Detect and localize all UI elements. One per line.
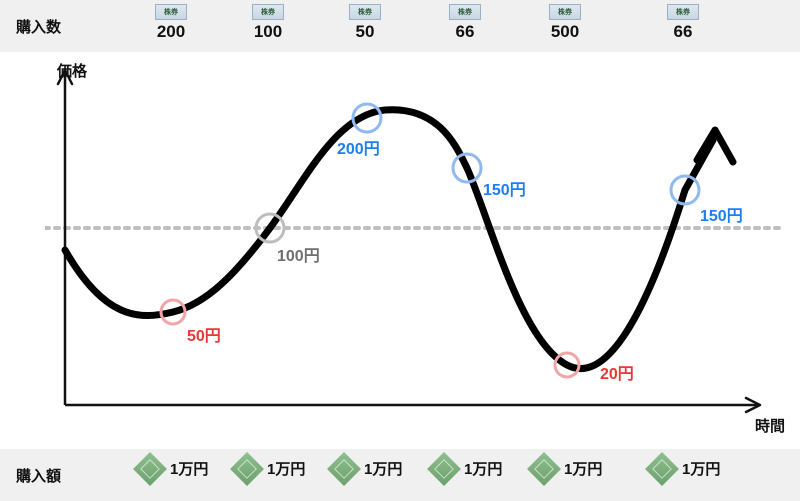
bottom-column: 1万円 (432, 457, 502, 479)
cash-icon (527, 452, 561, 486)
price-point-label: 150円 (700, 202, 743, 226)
ticket-icon (252, 4, 284, 20)
price-point-label: 100円 (277, 242, 320, 266)
cash-icon (645, 452, 679, 486)
cash-icon (230, 452, 264, 486)
bottom-column: 1万円 (650, 457, 720, 479)
cash-icon (133, 452, 167, 486)
x-axis-label: 時間 (755, 415, 785, 436)
purchase-count-value: 200 (157, 22, 185, 42)
figure-root: 購入数 200100506650066 価格 時間 50円100円200円150… (0, 0, 800, 501)
purchase-amount-value: 1万円 (464, 458, 502, 479)
ticket-icon (349, 4, 381, 20)
bottom-band: 購入額 1万円 1万円 1万円 1万円 1万円 1万円 (0, 449, 800, 501)
purchase-amount-value: 1万円 (364, 458, 402, 479)
ticket-icon (449, 4, 481, 20)
top-band: 購入数 200 100 50 66 500 66 (0, 0, 800, 52)
top-column: 50 (349, 4, 381, 42)
chart-svg (45, 60, 785, 430)
ticket-icon (549, 4, 581, 20)
purchase-count-value: 66 (674, 22, 693, 42)
purchase-count-value: 50 (356, 22, 375, 42)
top-column: 500 (549, 4, 581, 42)
bottom-column: 1万円 (138, 457, 208, 479)
top-column: 100 (252, 4, 284, 42)
purchase-amount-label: 購入額 (16, 465, 61, 486)
purchase-count-label: 購入数 (16, 16, 61, 37)
price-point-label: 20円 (600, 360, 634, 384)
price-point-label: 150円 (483, 176, 526, 200)
cash-icon (327, 452, 361, 486)
top-column: 66 (449, 4, 481, 42)
ticket-icon (667, 4, 699, 20)
top-column: 200 (155, 4, 187, 42)
purchase-amount-value: 1万円 (170, 458, 208, 479)
purchase-amount-value: 1万円 (682, 458, 720, 479)
purchase-count-value: 500 (551, 22, 579, 42)
top-column: 66 (667, 4, 699, 42)
purchase-count-value: 100 (254, 22, 282, 42)
bottom-column: 1万円 (532, 457, 602, 479)
bottom-column: 1万円 (235, 457, 305, 479)
ticket-icon (155, 4, 187, 20)
price-point-label: 200円 (337, 135, 380, 159)
bottom-column: 1万円 (332, 457, 402, 479)
price-point-label: 50円 (187, 322, 221, 346)
purchase-amount-value: 1万円 (564, 458, 602, 479)
purchase-count-value: 66 (456, 22, 475, 42)
purchase-amount-value: 1万円 (267, 458, 305, 479)
cash-icon (427, 452, 461, 486)
chart-area: 価格 時間 50円100円200円150円20円150円 (45, 60, 785, 430)
